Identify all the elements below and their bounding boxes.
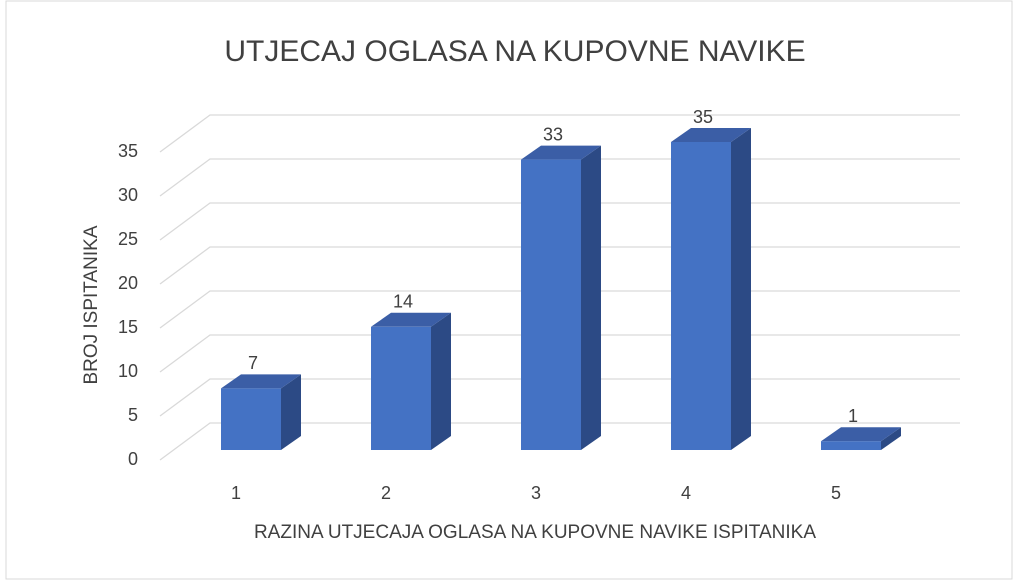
grid-line — [159, 114, 960, 153]
bar — [221, 388, 281, 450]
y-tick-label: 35 — [118, 141, 138, 161]
y-tick-label: 5 — [128, 405, 138, 425]
chart-border — [5, 0, 1013, 580]
x-tick-label: 1 — [231, 483, 241, 503]
bar-side — [581, 145, 601, 450]
y-tick-label: 0 — [128, 449, 138, 469]
y-tick-label: 30 — [118, 185, 138, 205]
y-tick-label: 20 — [118, 273, 138, 293]
bar-side — [281, 374, 301, 450]
chart-title: UTJECAJ OGLASA NA KUPOVNE NAVIKE — [224, 35, 805, 68]
bar-top — [671, 128, 751, 142]
bar-side — [881, 427, 901, 450]
bar — [521, 159, 581, 450]
y-tick-label: 10 — [118, 361, 138, 381]
y-axis-label: BROJ ISPITANIKA — [81, 225, 102, 384]
data-label: 7 — [248, 353, 258, 373]
bar — [371, 326, 431, 450]
data-label: 14 — [393, 292, 413, 312]
x-tick-label: 3 — [531, 483, 541, 503]
bar-side — [431, 312, 451, 450]
bar-top — [221, 374, 301, 389]
bar — [671, 142, 731, 450]
data-label: 33 — [543, 124, 563, 144]
bar-top — [821, 427, 901, 442]
x-tick-label: 5 — [831, 483, 841, 503]
x-tick-label: 4 — [681, 483, 691, 503]
y-tick-label: 25 — [118, 229, 138, 249]
y-tick-label: 15 — [118, 317, 138, 337]
data-label: 1 — [848, 406, 858, 426]
data-label: 35 — [693, 107, 713, 127]
bar-top — [371, 312, 451, 327]
bar-side — [731, 128, 751, 450]
x-tick-label: 2 — [381, 483, 391, 503]
bar — [821, 441, 881, 450]
x-axis-label: RAZINA UTJECAJA OGLASA NA KUPOVNE NAVIKE… — [254, 522, 816, 543]
bar-top — [521, 145, 601, 160]
